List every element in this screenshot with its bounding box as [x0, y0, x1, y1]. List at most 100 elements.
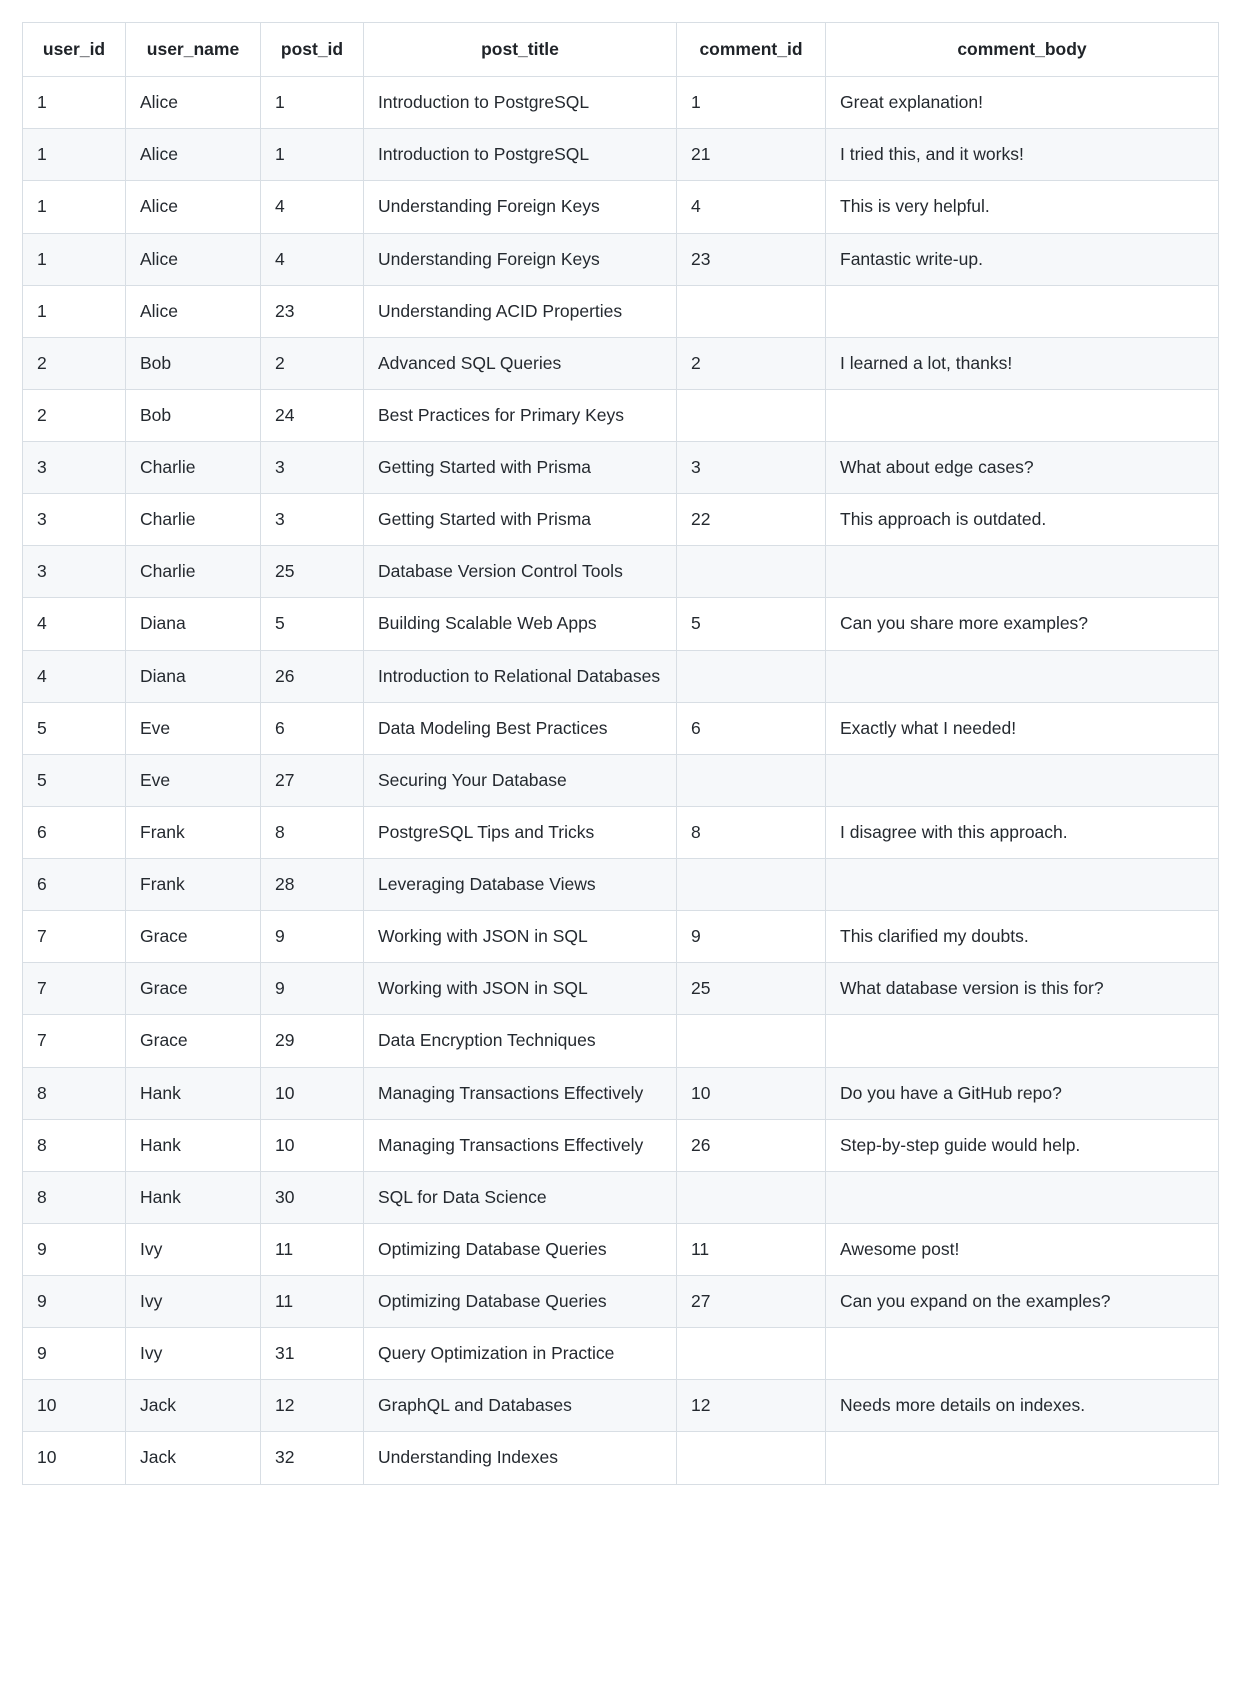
cell-comment_body: [825, 545, 1219, 599]
cell-comment_body: [825, 1431, 1219, 1485]
cell-user_name: Alice: [125, 284, 261, 338]
cell-post_title: Database Version Control Tools: [363, 545, 677, 599]
cell-post_title: Understanding Indexes: [363, 1431, 677, 1485]
cell-comment_body: Awesome post!: [825, 1222, 1219, 1277]
table-row: 8 Hank 30 SQL for Data Science: [22, 1170, 1219, 1224]
cell-post_id: 27: [260, 753, 364, 807]
cell-comment_id: [676, 1431, 826, 1485]
cell-comment_id: 22: [676, 493, 826, 547]
cell-comment_body: This clarified my doubts.: [825, 910, 1219, 964]
table-row: 10 Jack 12 GraphQL and Databases 12 Needs mor…: [22, 1379, 1219, 1433]
cell-user_id: 10: [22, 1431, 126, 1485]
cell-comment_body: [825, 753, 1219, 807]
cell-post_title: Leveraging Database Views: [363, 857, 677, 912]
table-row: 8 Hank 10 Managing Transactions Effectively…: [22, 1118, 1219, 1172]
cell-comment_id: [676, 649, 826, 703]
cell-user_name: Jack: [125, 1431, 261, 1485]
column-header-user-id: user_id: [22, 21, 126, 78]
cell-post_id: 24: [260, 388, 364, 443]
cell-post_title: Securing Your Database: [363, 753, 677, 807]
table-header-row: user_id user_name post_id post_title com…: [22, 21, 1219, 78]
cell-user_name: Frank: [125, 857, 261, 912]
cell-post_title: Managing Transactions Effectively: [363, 1066, 677, 1120]
cell-post_id: 12: [260, 1379, 364, 1433]
cell-post_title: SQL for Data Science: [363, 1170, 677, 1224]
cell-post_title: GraphQL and Databases: [363, 1379, 677, 1433]
table-header: user_id user_name post_id post_title com…: [22, 21, 1219, 78]
cell-post_title: Understanding Foreign Keys: [363, 232, 677, 286]
cell-user_name: Charlie: [125, 545, 261, 599]
column-header-user-name: user_name: [125, 21, 261, 78]
table-row: 3 Charlie 3 Getting Started with Prisma 3 Wha…: [22, 440, 1219, 495]
cell-post_title: PostgreSQL Tips and Tricks: [363, 805, 677, 860]
cell-comment_body: I tried this, and it works!: [825, 128, 1219, 182]
cell-user_id: 9: [22, 1274, 126, 1329]
cell-user_name: Ivy: [125, 1274, 261, 1329]
cell-post_title: Getting Started with Prisma: [363, 493, 677, 547]
cell-post_id: 30: [260, 1170, 364, 1224]
table-row: 6 Frank 28 Leveraging Database Views: [22, 857, 1219, 912]
cell-post_title: Best Practices for Primary Keys: [363, 388, 677, 443]
cell-post_id: 4: [260, 232, 364, 286]
cell-comment_id: 5: [676, 597, 826, 651]
cell-post_title: Introduction to Relational Databases: [363, 649, 677, 703]
cell-user_name: Jack: [125, 1379, 261, 1433]
cell-user_name: Hank: [125, 1170, 261, 1224]
cell-user_id: 1: [22, 76, 126, 130]
cell-post_id: 10: [260, 1118, 364, 1172]
query-results-table-container: user_id user_name post_id post_title com…: [22, 21, 1219, 1485]
cell-user_name: Ivy: [125, 1222, 261, 1277]
cell-comment_id: 27: [676, 1274, 826, 1329]
cell-post_id: 32: [260, 1431, 364, 1485]
cell-user_id: 4: [22, 597, 126, 651]
query-results-table: user_id user_name post_id post_title com…: [22, 21, 1219, 1485]
cell-user_name: Eve: [125, 753, 261, 807]
cell-user_id: 9: [22, 1222, 126, 1277]
cell-user_id: 4: [22, 649, 126, 703]
cell-post_id: 11: [260, 1274, 364, 1329]
cell-post_id: 1: [260, 128, 364, 182]
cell-post_id: 4: [260, 180, 364, 234]
cell-post_title: Introduction to PostgreSQL: [363, 76, 677, 130]
cell-user_name: Eve: [125, 701, 261, 755]
table-row: 9 Ivy 31 Query Optimization in Practice: [22, 1327, 1219, 1381]
cell-user_name: Grace: [125, 962, 261, 1016]
cell-post_title: Managing Transactions Effectively: [363, 1118, 677, 1172]
cell-comment_body: Fantastic write-up.: [825, 232, 1219, 286]
cell-post_title: Building Scalable Web Apps: [363, 597, 677, 651]
cell-user_name: Frank: [125, 805, 261, 860]
cell-post_title: Optimizing Database Queries: [363, 1222, 677, 1277]
cell-post_title: Data Modeling Best Practices: [363, 701, 677, 755]
cell-post_title: Working with JSON in SQL: [363, 962, 677, 1016]
cell-post_id: 9: [260, 910, 364, 964]
cell-user_id: 3: [22, 493, 126, 547]
cell-comment_id: 10: [676, 1066, 826, 1120]
table-row: 3 Charlie 25 Database Version Control Tools: [22, 545, 1219, 599]
table-row: 4 Diana 5 Building Scalable Web Apps 5 Can yo…: [22, 597, 1219, 651]
cell-comment_id: 6: [676, 701, 826, 755]
cell-comment_id: [676, 1014, 826, 1068]
cell-post_id: 29: [260, 1014, 364, 1068]
cell-comment_body: Can you share more examples?: [825, 597, 1219, 651]
cell-user_id: 3: [22, 440, 126, 495]
cell-user_id: 3: [22, 545, 126, 599]
column-header-post-title: post_title: [363, 21, 677, 78]
cell-user_id: 5: [22, 701, 126, 755]
cell-post_title: Understanding Foreign Keys: [363, 180, 677, 234]
cell-comment_body: What database version is this for?: [825, 962, 1219, 1016]
cell-user_id: 1: [22, 232, 126, 286]
cell-user_id: 2: [22, 388, 126, 443]
cell-user_id: 2: [22, 336, 126, 390]
cell-post_id: 6: [260, 701, 364, 755]
cell-comment_body: [825, 1170, 1219, 1224]
table-row: 5 Eve 6 Data Modeling Best Practices 6 Exactl…: [22, 701, 1219, 755]
cell-user_id: 5: [22, 753, 126, 807]
table-row: 9 Ivy 11 Optimizing Database Queries 27 Can y…: [22, 1274, 1219, 1329]
cell-user_name: Hank: [125, 1118, 261, 1172]
cell-comment_id: 26: [676, 1118, 826, 1172]
cell-user_name: Diana: [125, 597, 261, 651]
cell-comment_body: [825, 649, 1219, 703]
table-row: 8 Hank 10 Managing Transactions Effectively…: [22, 1066, 1219, 1120]
cell-user_id: 6: [22, 857, 126, 912]
cell-post_id: 28: [260, 857, 364, 912]
